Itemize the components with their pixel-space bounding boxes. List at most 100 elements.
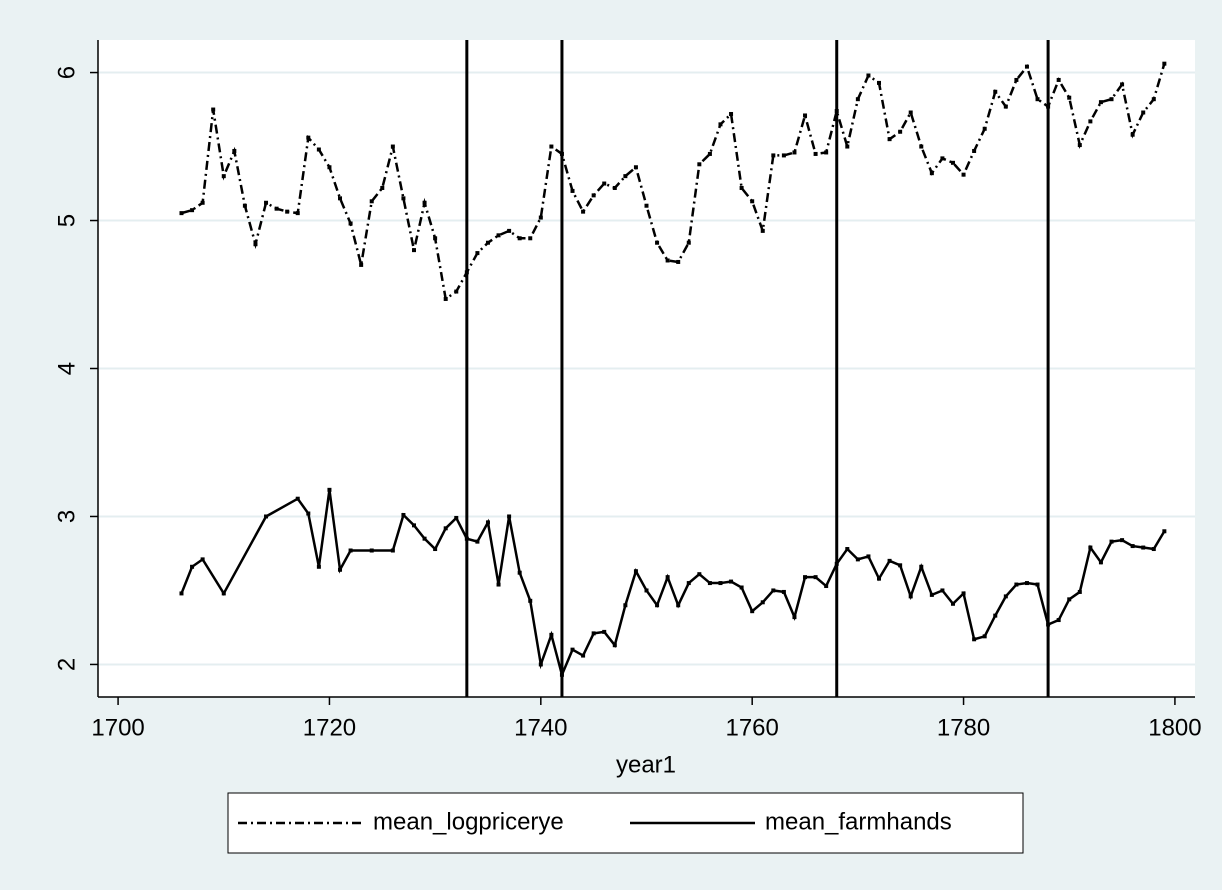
data-point (264, 514, 269, 519)
data-point (411, 523, 416, 528)
data-point (1151, 547, 1156, 552)
data-point (433, 547, 438, 552)
data-point (1162, 529, 1167, 534)
data-point (528, 236, 533, 241)
data-point (972, 148, 977, 153)
data-point (940, 156, 945, 161)
line-series (181, 63, 1166, 302)
y-tick-label: 6 (53, 66, 80, 79)
data-point (919, 564, 924, 569)
data-point (1067, 95, 1072, 100)
x-tick-label: 1740 (514, 714, 567, 741)
data-point (1130, 544, 1135, 549)
data-point (327, 487, 332, 492)
data-point (707, 581, 712, 586)
data-point (750, 609, 755, 614)
data-point (306, 511, 311, 516)
data-point (570, 188, 575, 193)
data-point (306, 135, 311, 140)
data-point (982, 634, 987, 639)
data-point (285, 209, 290, 214)
data-point (295, 211, 300, 216)
data-point (1035, 582, 1040, 587)
data-point (961, 591, 966, 596)
data-point (803, 113, 808, 118)
data-point (676, 259, 681, 264)
data-point (390, 548, 395, 553)
data-point (390, 144, 395, 149)
data-point (348, 548, 353, 553)
data-point (1141, 545, 1146, 550)
data-point (866, 73, 871, 78)
data-point (729, 579, 734, 584)
data-point (1003, 104, 1008, 109)
data-point (707, 151, 712, 156)
data-point (845, 144, 850, 149)
data-point (993, 613, 998, 618)
data-point (316, 564, 321, 569)
data-point (475, 539, 480, 544)
data-point (633, 165, 638, 170)
legend-label: mean_logpricerye (373, 808, 564, 835)
data-point (1014, 582, 1019, 587)
data-point (338, 567, 343, 572)
data-point (993, 89, 998, 94)
data-point (179, 211, 184, 216)
data-point (591, 193, 596, 198)
data-point (221, 174, 226, 179)
data-point (961, 172, 966, 177)
data-point (950, 160, 955, 165)
data-point (633, 569, 638, 574)
data-point (369, 548, 374, 553)
data-point (316, 147, 321, 152)
data-point (485, 240, 490, 245)
data-point (433, 236, 438, 241)
data-point (718, 581, 723, 586)
data-point (1088, 119, 1093, 124)
data-point (507, 228, 512, 233)
data-point (898, 129, 903, 134)
data-point (1098, 560, 1103, 565)
data-point (845, 547, 850, 552)
data-point (781, 153, 786, 158)
data-point (549, 632, 554, 637)
data-point (348, 221, 353, 226)
data-point (1024, 581, 1029, 586)
data-point (1120, 82, 1125, 87)
data-point (200, 557, 205, 562)
data-point (581, 209, 586, 214)
data-point (190, 208, 195, 213)
data-point (972, 637, 977, 642)
data-point (411, 248, 416, 253)
data-point (369, 199, 374, 204)
data-point (179, 591, 184, 596)
x-tick-label: 1720 (303, 714, 356, 741)
data-point (591, 631, 596, 636)
x-tick-label: 1760 (725, 714, 778, 741)
data-point (855, 557, 860, 562)
data-point (264, 200, 269, 205)
data-point (1109, 97, 1114, 102)
data-point (253, 242, 258, 247)
data-point (549, 144, 554, 149)
data-point (623, 174, 628, 179)
data-point (242, 203, 247, 208)
data-point (1098, 100, 1103, 105)
data-point (1056, 77, 1061, 82)
data-point (686, 240, 691, 245)
y-tick-label: 4 (53, 362, 80, 375)
data-point (517, 236, 522, 241)
data-point (697, 162, 702, 167)
data-point (190, 564, 195, 569)
data-point (655, 240, 660, 245)
data-point (1014, 77, 1019, 82)
data-point (1120, 538, 1125, 543)
data-point (538, 215, 543, 220)
data-point (496, 233, 501, 238)
data-point (401, 512, 406, 517)
y-tick-label: 5 (53, 214, 80, 227)
x-axis-title: year1 (616, 751, 676, 778)
data-point (929, 592, 934, 597)
data-point (485, 520, 490, 525)
data-point (454, 289, 459, 294)
